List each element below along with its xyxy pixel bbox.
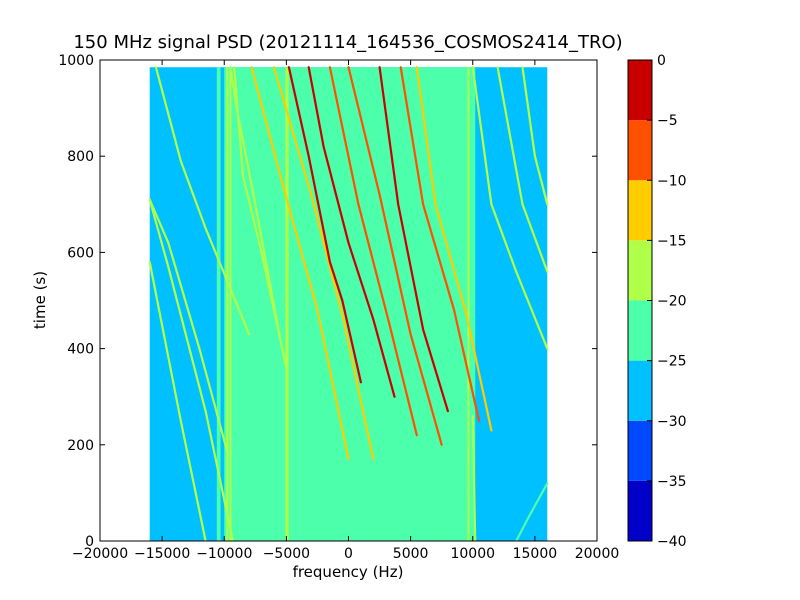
doppler-trace	[148, 198, 234, 541]
y-tick-label: 400	[67, 342, 94, 358]
colorbar-tick-label: 0	[657, 53, 666, 69]
colorbar-tick-label: −35	[657, 474, 687, 490]
doppler-trace	[229, 66, 282, 341]
x-tick-label: −15000	[134, 546, 190, 562]
colorbar-level	[628, 360, 652, 421]
colorbar-level	[628, 120, 652, 181]
colorbar-level	[628, 60, 652, 121]
y-tick-label: 200	[67, 438, 94, 454]
colorbar-tick-label: −30	[657, 414, 687, 430]
y-tick-label: 800	[67, 149, 94, 165]
doppler-trace	[287, 66, 362, 384]
doppler-trace	[415, 66, 493, 432]
y-tick-label: 1000	[58, 53, 94, 69]
colorbar-ticks: 0 −5 −10 −15 −20 −25 −30 −35 −40	[647, 53, 687, 550]
heatmap-region	[216, 67, 221, 541]
x-tick-label: −5000	[263, 546, 310, 562]
doppler-trace	[399, 66, 481, 422]
doppler-trace	[272, 66, 375, 461]
colorbar-level	[628, 420, 652, 481]
colorbar-tick-label: −25	[657, 354, 687, 370]
doppler-trace	[328, 66, 418, 437]
heatmap-layer	[148, 66, 549, 541]
chart-title: 150 MHz signal PSD (20121114_164536_COSM…	[73, 32, 622, 53]
heatmap-region	[224, 67, 473, 541]
y-axis: 0 200 400 600 800 1000	[58, 53, 597, 550]
doppler-trace	[378, 66, 449, 413]
x-tick-label: 10000	[450, 546, 495, 562]
doppler-trace	[471, 66, 549, 350]
colorbar-tick-label: −15	[657, 233, 687, 249]
doppler-trace	[307, 66, 396, 398]
x-tick-label: 0	[344, 546, 353, 562]
x-axis: −20000 −15000 −10000 −5000 0 5000 10000 15000 20…	[72, 60, 619, 562]
colorbar-level	[628, 180, 652, 241]
colorbar-tick-label: −5	[657, 113, 678, 129]
colorbar-level	[628, 480, 652, 541]
y-axis-label: time (s)	[31, 271, 49, 329]
colorbar-tick-label: −20	[657, 294, 687, 310]
doppler-trace	[250, 66, 350, 461]
x-axis-label: frequency (Hz)	[293, 563, 404, 581]
doppler-trace	[148, 198, 230, 456]
doppler-trace	[496, 66, 549, 273]
x-tick-label: −20000	[72, 546, 128, 562]
x-tick-label: 5000	[393, 546, 429, 562]
doppler-trace	[154, 66, 251, 336]
doppler-trace	[471, 414, 477, 541]
x-tick-label: 15000	[513, 546, 558, 562]
x-tick-label: 20000	[575, 546, 620, 562]
colorbar-level	[628, 240, 652, 301]
heatmap-region	[471, 67, 476, 541]
doppler-trace	[515, 482, 549, 541]
x-tick-label: −10000	[196, 546, 252, 562]
colorbar-levels	[628, 60, 652, 541]
colorbar-level	[628, 300, 652, 361]
colorbar: 0 −5 −10 −15 −20 −25 −30 −35 −40	[627, 53, 687, 550]
y-tick-label: 0	[85, 534, 94, 550]
doppler-trace	[521, 66, 549, 206]
doppler-trace	[347, 66, 443, 446]
colorbar-tick-label: −10	[657, 173, 687, 189]
colorbar-tick-label: −40	[657, 534, 687, 550]
plot-area: −20000 −15000 −10000 −5000 0 5000 10000 15000 20…	[58, 53, 619, 562]
doppler-trace	[148, 260, 207, 541]
y-tick-label: 600	[67, 245, 94, 261]
